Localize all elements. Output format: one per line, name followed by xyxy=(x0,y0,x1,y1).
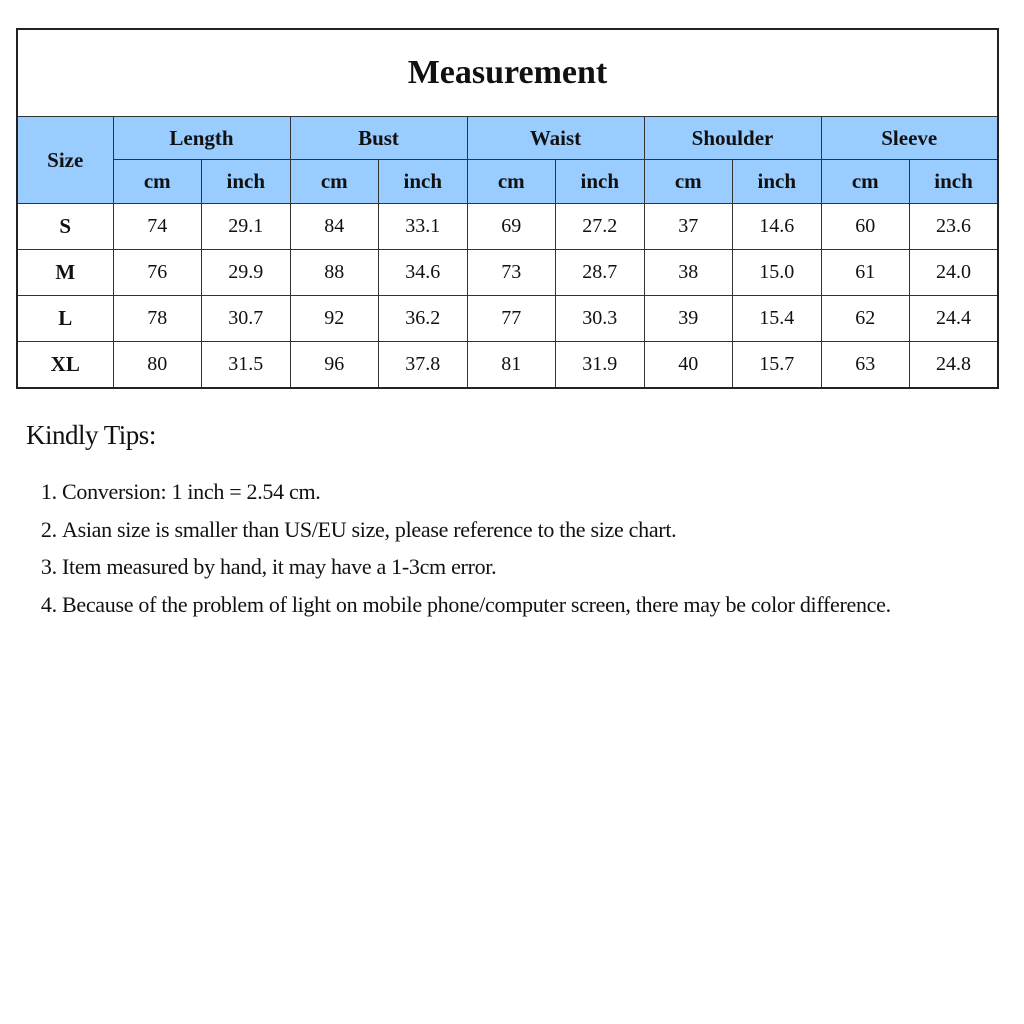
unit-header: inch xyxy=(909,159,999,204)
value-cell: 61 xyxy=(820,249,910,296)
group-header: Bust xyxy=(289,116,468,160)
tip-item: Conversion: 1 inch = 2.54 cm. xyxy=(62,473,892,511)
value-cell: 39 xyxy=(643,295,733,342)
value-cell: 31.5 xyxy=(201,341,291,389)
table-row: XL 80 31.5 96 37.8 81 31.9 40 15.7 63 24.8 xyxy=(16,341,999,389)
value-cell: 15.0 xyxy=(732,249,822,296)
value-cell: 15.4 xyxy=(732,295,822,342)
unit-header: cm xyxy=(820,159,910,204)
size-header: Size xyxy=(16,116,114,204)
unit-header: cm xyxy=(466,159,556,204)
unit-header: inch xyxy=(555,159,645,204)
value-cell: 37 xyxy=(643,203,733,250)
table-title: Measurement xyxy=(16,28,999,117)
size-chart-table: Measurement Size Length Bust Waist Shoulder… xyxy=(16,28,999,389)
table-row: M 76 29.9 88 34.6 73 28.7 38 15.0 61 24.0 xyxy=(16,249,999,296)
tips-list: Conversion: 1 inch = 2.54 cm.Asian size … xyxy=(26,473,892,623)
value-cell: 24.0 xyxy=(909,249,999,296)
tip-item: Item measured by hand, it may have a 1-3… xyxy=(62,548,892,586)
tip-item: Because of the problem of light on mobil… xyxy=(62,586,892,624)
value-cell: 29.1 xyxy=(201,203,291,250)
value-cell: 30.3 xyxy=(555,295,645,342)
value-cell: 63 xyxy=(820,341,910,389)
tips-title: Kindly Tips: xyxy=(26,420,156,450)
group-header: Length xyxy=(112,116,291,160)
unit-header: cm xyxy=(112,159,202,204)
group-header: Shoulder xyxy=(643,116,822,160)
value-cell: 31.9 xyxy=(555,341,645,389)
value-cell: 60 xyxy=(820,203,910,250)
value-cell: 29.9 xyxy=(201,249,291,296)
unit-header: inch xyxy=(378,159,468,204)
value-cell: 24.8 xyxy=(909,341,999,389)
size-cell: XL xyxy=(16,341,114,389)
value-cell: 30.7 xyxy=(201,295,291,342)
value-cell: 15.7 xyxy=(732,341,822,389)
value-cell: 40 xyxy=(643,341,733,389)
group-header: Sleeve xyxy=(820,116,999,160)
unit-header: cm xyxy=(643,159,733,204)
value-cell: 73 xyxy=(466,249,556,296)
value-cell: 36.2 xyxy=(378,295,468,342)
value-cell: 92 xyxy=(289,295,379,342)
value-cell: 69 xyxy=(466,203,556,250)
value-cell: 81 xyxy=(466,341,556,389)
value-cell: 28.7 xyxy=(555,249,645,296)
size-cell: S xyxy=(16,203,114,250)
value-cell: 37.8 xyxy=(378,341,468,389)
kindly-tips: Kindly Tips: Conversion: 1 inch = 2.54 c… xyxy=(26,420,892,623)
value-cell: 33.1 xyxy=(378,203,468,250)
value-cell: 14.6 xyxy=(732,203,822,250)
value-cell: 80 xyxy=(112,341,202,389)
value-cell: 77 xyxy=(466,295,556,342)
value-cell: 88 xyxy=(289,249,379,296)
table-row: S 74 29.1 84 33.1 69 27.2 37 14.6 60 23.6 xyxy=(16,203,999,250)
unit-header: inch xyxy=(732,159,822,204)
tip-item: Asian size is smaller than US/EU size, p… xyxy=(62,511,892,549)
value-cell: 62 xyxy=(820,295,910,342)
value-cell: 24.4 xyxy=(909,295,999,342)
value-cell: 27.2 xyxy=(555,203,645,250)
value-cell: 34.6 xyxy=(378,249,468,296)
table-row: L 78 30.7 92 36.2 77 30.3 39 15.4 62 24.4 xyxy=(16,295,999,342)
value-cell: 76 xyxy=(112,249,202,296)
group-header: Waist xyxy=(466,116,645,160)
value-cell: 74 xyxy=(112,203,202,250)
value-cell: 23.6 xyxy=(909,203,999,250)
size-cell: M xyxy=(16,249,114,296)
value-cell: 78 xyxy=(112,295,202,342)
value-cell: 38 xyxy=(643,249,733,296)
unit-header: cm xyxy=(289,159,379,204)
size-cell: L xyxy=(16,295,114,342)
value-cell: 96 xyxy=(289,341,379,389)
value-cell: 84 xyxy=(289,203,379,250)
unit-header: inch xyxy=(201,159,291,204)
